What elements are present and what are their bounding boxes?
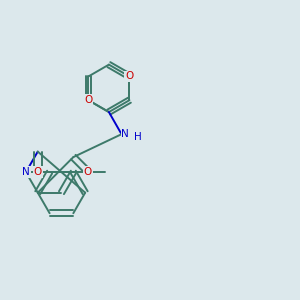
Text: O: O xyxy=(125,71,134,82)
Text: N: N xyxy=(122,129,129,139)
Text: O: O xyxy=(34,167,42,177)
Text: O: O xyxy=(84,95,92,105)
Text: H: H xyxy=(134,132,142,142)
Text: N: N xyxy=(22,167,30,177)
Text: O: O xyxy=(84,167,92,177)
Text: O: O xyxy=(83,167,92,177)
